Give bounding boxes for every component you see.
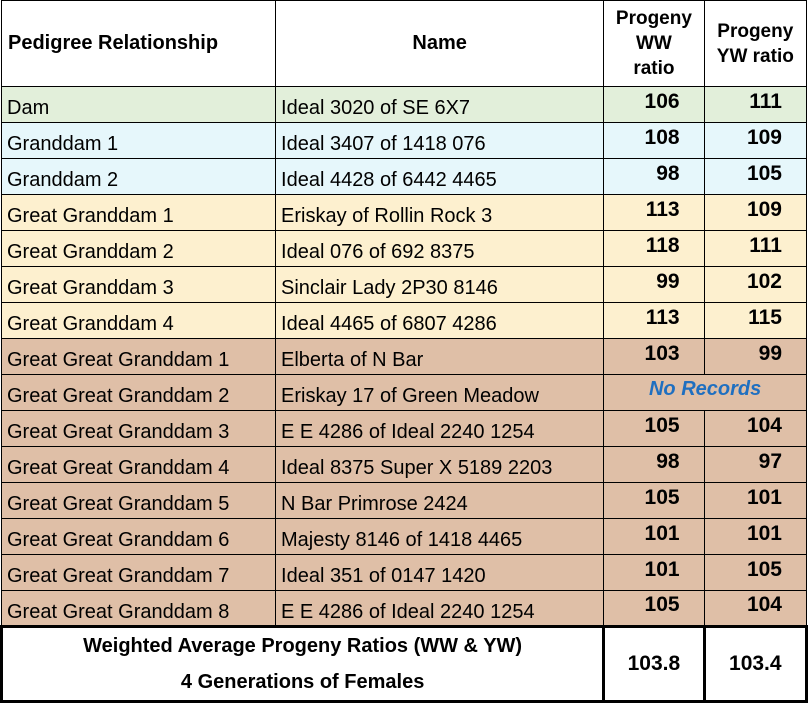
name-column-header: Name (275, 0, 605, 87)
relationship-cell: Great Granddam 2 (0, 230, 277, 267)
ww-ratio-cell: 106 (603, 86, 705, 123)
yw-ratio-cell: 105 (703, 554, 808, 591)
ww-header-line-1: Progeny (615, 8, 692, 29)
relationship-cell: Great Great Granddam 5 (0, 482, 277, 519)
relationship-cell: Great Granddam 3 (0, 266, 277, 303)
ww-ratio-cell: 118 (603, 230, 705, 267)
relationship-cell: Great Great Granddam 2 (0, 374, 277, 411)
relationship-cell: Great Great Granddam 8 (0, 590, 277, 627)
table-row: Great Great Granddam 3 E E 4286 of Ideal… (0, 410, 808, 447)
name-cell: Eriskay of Rollin Rock 3 (275, 194, 605, 231)
table-row: Granddam 2 Ideal 4428 of 6442 4465 98 10… (0, 158, 808, 195)
table-row: Great Granddam 3 Sinclair Lady 2P30 8146… (0, 266, 808, 303)
summary-label: Weighted Average Progeny Ratios (WW & YW… (0, 625, 606, 703)
table-row: Great Great Granddam 8 E E 4286 of Ideal… (0, 590, 808, 627)
table-row: Great Great Granddam 5 N Bar Primrose 24… (0, 482, 808, 519)
yw-ratio-cell: 115 (703, 302, 808, 339)
summary-row: Weighted Average Progeny Ratios (WW & YW… (0, 625, 809, 703)
name-cell: Ideal 076 of 692 8375 (275, 230, 605, 267)
yw-ratio-cell: 104 (703, 590, 808, 627)
summary-label-line-1: Weighted Average Progeny Ratios (WW & YW… (83, 635, 523, 657)
ww-header-line-2: WW (635, 33, 672, 54)
yw-ratio-cell: 97 (703, 446, 808, 483)
yw-ratio-cell: 109 (703, 122, 808, 159)
ww-ratio-cell: 113 (603, 302, 705, 339)
relationship-cell: Great Granddam 4 (0, 302, 277, 339)
relationship-cell: Great Great Granddam 1 (0, 338, 277, 375)
yw-ratio-cell: 102 (703, 266, 808, 303)
ww-header-line-3: ratio (633, 58, 675, 79)
name-cell: Ideal 351 of 0147 1420 (275, 554, 605, 591)
name-cell: Elberta of N Bar (275, 338, 605, 375)
relationship-cell: Great Granddam 1 (0, 194, 277, 231)
yw-ratio-cell: 101 (703, 518, 808, 555)
relationship-column-header: Pedigree Relationship (0, 0, 277, 87)
yw-header-line-2: YW ratio (716, 45, 794, 67)
relationship-cell: Great Great Granddam 6 (0, 518, 277, 555)
yw-ratio-cell: 109 (703, 194, 808, 231)
name-cell: Eriskay 17 of Green Meadow (275, 374, 605, 411)
table-row: Great Great Granddam 2 Eriskay 17 of Gre… (0, 374, 807, 411)
header-row: Pedigree Relationship Name Progeny WW ra… (0, 0, 808, 87)
name-cell: Ideal 4428 of 6442 4465 (275, 158, 605, 195)
relationship-cell: Great Great Granddam 7 (0, 554, 277, 591)
yw-ratio-cell: 105 (703, 158, 808, 195)
table-row: Granddam 1 Ideal 3407 of 1418 076 108 10… (0, 122, 808, 159)
ww-ratio-column-header: Progeny WW ratio (603, 0, 705, 87)
summary-label-line-2: 4 Generations of Females (180, 671, 425, 693)
name-cell: Ideal 8375 Super X 5189 2203 (275, 446, 605, 483)
relationship-cell: Great Great Granddam 4 (0, 446, 277, 483)
yw-ratio-cell: 99 (703, 338, 808, 375)
table-row: Great Granddam 2 Ideal 076 of 692 8375 1… (0, 230, 808, 267)
yw-ratio-cell: 111 (703, 86, 808, 123)
ww-ratio-cell: 113 (603, 194, 705, 231)
ww-ratio-cell: 99 (603, 266, 705, 303)
yw-ratio-cell: 101 (703, 482, 808, 519)
ww-ratio-cell: 101 (603, 518, 705, 555)
table-row: Great Granddam 1 Eriskay of Rollin Rock … (0, 194, 808, 231)
table-row: Great Great Granddam 7 Ideal 351 of 0147… (0, 554, 808, 591)
relationship-cell: Granddam 1 (0, 122, 277, 159)
ww-ratio-cell: 105 (603, 482, 705, 519)
table-row: Great Granddam 4 Ideal 4465 of 6807 4286… (0, 302, 808, 339)
ww-ratio-cell: 105 (603, 590, 705, 627)
name-cell: Ideal 4465 of 6807 4286 (275, 302, 605, 339)
name-cell: Ideal 3020 of SE 6X7 (275, 86, 605, 123)
table-row: Great Great Granddam 1 Elberta of N Bar … (0, 338, 808, 375)
name-cell: Ideal 3407 of 1418 076 (275, 122, 605, 159)
name-cell: Majesty 8146 of 1418 4465 (275, 518, 605, 555)
table-row: Great Great Granddam 4 Ideal 8375 Super … (0, 446, 808, 483)
name-cell: N Bar Primrose 2424 (275, 482, 605, 519)
relationship-cell: Dam (0, 86, 277, 123)
relationship-cell: Granddam 2 (0, 158, 277, 195)
name-cell: E E 4286 of Ideal 2240 1254 (275, 410, 605, 447)
yw-ratio-column-header: Progeny YW ratio (703, 0, 808, 87)
relationship-cell: Great Great Granddam 3 (0, 410, 277, 447)
ww-ratio-cell: 101 (603, 554, 705, 591)
name-cell: E E 4286 of Ideal 2240 1254 (275, 590, 605, 627)
yw-ratio-cell: 104 (703, 410, 808, 447)
yw-average-cell: 103.4 (702, 625, 809, 703)
ww-ratio-cell: 108 (603, 122, 705, 159)
ww-ratio-cell: 98 (603, 446, 705, 483)
table-row: Great Great Granddam 6 Majesty 8146 of 1… (0, 518, 808, 555)
no-records-cell: No Records (603, 374, 807, 411)
yw-ratio-cell: 111 (703, 230, 808, 267)
ww-ratio-cell: 98 (603, 158, 705, 195)
table-row-dam: Dam Ideal 3020 of SE 6X7 106 111 (0, 86, 808, 123)
ww-ratio-cell: 103 (603, 338, 705, 375)
name-cell: Sinclair Lady 2P30 8146 (275, 266, 605, 303)
yw-header-line-1: Progeny (717, 20, 794, 42)
ww-average-cell: 103.8 (602, 625, 706, 703)
ww-ratio-cell: 105 (603, 410, 705, 447)
